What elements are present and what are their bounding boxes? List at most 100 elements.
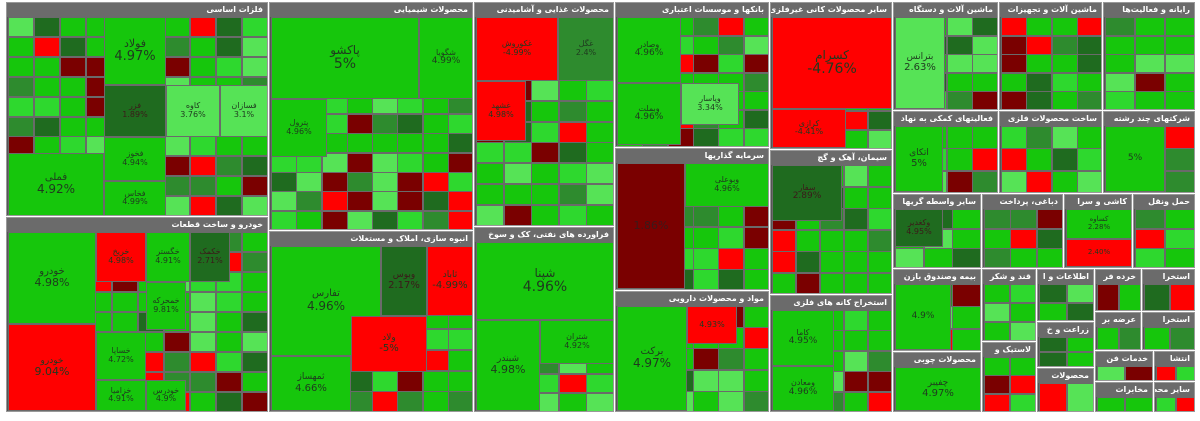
stock-tile[interactable] (1026, 35, 1053, 55)
stock-cell[interactable]: خگستر 4.91% (146, 232, 190, 282)
stock-tile[interactable] (242, 156, 267, 177)
stock-tile[interactable] (60, 116, 86, 137)
stock-tile[interactable] (1051, 54, 1078, 74)
stock-tile[interactable] (1169, 284, 1194, 310)
stock-tile[interactable] (531, 205, 560, 225)
stock-tile[interactable] (1036, 248, 1062, 267)
stock-tile[interactable] (1036, 228, 1062, 249)
stock-tile[interactable] (743, 109, 768, 129)
stock-tile[interactable] (296, 191, 323, 212)
stock-tile[interactable] (796, 229, 820, 252)
stock-tile[interactable] (718, 268, 745, 289)
sector-5[interactable]: ماشین آلات و دستگاه بترانس 2.63% (893, 2, 998, 110)
stock-tile[interactable] (1076, 54, 1101, 74)
stock-tile[interactable] (868, 391, 891, 411)
stock-tile[interactable] (60, 76, 86, 97)
stock-tile[interactable] (868, 130, 891, 148)
stock-tile[interactable] (190, 17, 216, 37)
stock-cell[interactable]: شگویا 4.99% (419, 17, 472, 99)
stock-tile[interactable] (693, 205, 719, 228)
stock-tile[interactable] (216, 136, 242, 157)
stock-tile[interactable] (820, 251, 844, 273)
stock-tile[interactable] (8, 36, 34, 57)
stock-tile[interactable] (743, 369, 768, 392)
stock-tile[interactable] (8, 17, 34, 37)
stock-tile[interactable] (447, 113, 472, 134)
stock-cell[interactable]: غشهد 4.98% (476, 81, 526, 141)
stock-tile[interactable] (216, 392, 242, 411)
stock-tile[interactable] (34, 36, 60, 57)
stock-tile[interactable] (558, 121, 587, 143)
stock-tile[interactable] (1169, 327, 1194, 349)
stock-tile[interactable] (1165, 228, 1194, 249)
stock-tile[interactable] (216, 352, 242, 372)
stock-tile[interactable] (1010, 375, 1035, 395)
stock-tile[interactable] (1001, 148, 1027, 172)
stock-tile[interactable] (984, 357, 1010, 376)
stock-cell[interactable]: 1.86% (617, 163, 685, 289)
stock-tile[interactable] (946, 17, 973, 36)
stock-tile[interactable] (718, 369, 745, 392)
stock-tile[interactable] (1001, 91, 1027, 109)
stock-tile[interactable] (1144, 327, 1170, 349)
sector-22[interactable]: بیمه وصندوق بازن 4.9% (893, 269, 981, 351)
stock-tile[interactable] (844, 251, 868, 273)
stock-tile[interactable] (1039, 337, 1067, 352)
stock-tile[interactable] (586, 184, 613, 206)
stock-cell[interactable]: اتکای 5% (895, 126, 943, 192)
stock-tile[interactable] (216, 176, 242, 197)
sector-2[interactable]: محصولات غذایی و آشامیدنی غکوروش -4.99% غگل 2… (474, 2, 614, 226)
stock-tile[interactable] (271, 210, 297, 229)
stock-tile[interactable] (372, 370, 398, 392)
stock-tile[interactable] (476, 184, 504, 206)
stock-tile[interactable] (558, 374, 587, 394)
stock-tile[interactable] (190, 56, 216, 77)
stock-tile[interactable] (1175, 366, 1194, 380)
stock-tile[interactable] (164, 176, 190, 197)
stock-cell[interactable]: فزر 1.89% (104, 85, 166, 137)
sector-26[interactable]: خرده فر (1095, 269, 1141, 311)
stock-tile[interactable] (1051, 35, 1078, 55)
stock-tile[interactable] (743, 54, 768, 74)
stock-tile[interactable] (190, 156, 216, 177)
stock-tile[interactable] (772, 229, 796, 252)
stock-tile[interactable] (972, 54, 997, 74)
stock-tile[interactable] (503, 205, 532, 225)
stock-tile[interactable] (693, 128, 719, 146)
stock-tile[interactable] (1026, 91, 1053, 109)
stock-tile[interactable] (923, 248, 953, 267)
stock-cell[interactable]: ولاد -5% (351, 316, 427, 372)
stock-tile[interactable] (1165, 248, 1194, 267)
stock-cell[interactable]: پاکشو 5% (271, 17, 419, 99)
stock-tile[interactable] (868, 229, 891, 252)
stock-tile[interactable] (1001, 17, 1027, 36)
stock-tile[interactable] (242, 56, 267, 77)
stock-tile[interactable] (1001, 72, 1027, 92)
stock-tile[interactable] (164, 352, 190, 372)
stock-tile[interactable] (190, 36, 216, 57)
sector-7[interactable]: رایانه و فعالیت‌ها (1103, 2, 1195, 110)
stock-tile[interactable] (1039, 302, 1067, 320)
stock-tile[interactable] (1076, 170, 1101, 192)
stock-tile[interactable] (1135, 91, 1165, 109)
stock-tile[interactable] (1066, 352, 1093, 366)
stock-tile[interactable] (216, 156, 242, 177)
stock-tile[interactable] (271, 171, 297, 192)
stock-tile[interactable] (1076, 72, 1101, 92)
stock-tile[interactable] (743, 128, 768, 146)
stock-tile[interactable] (743, 348, 768, 371)
sector-11[interactable]: سرمایه گذاریها وبوعلی 4.96% 1.86% (615, 148, 769, 290)
stock-tile[interactable] (718, 128, 745, 146)
stock-tile[interactable] (346, 171, 373, 192)
stock-tile[interactable] (447, 210, 472, 229)
sector-34[interactable]: محصولات (1037, 368, 1094, 412)
stock-tile[interactable] (718, 17, 745, 36)
stock-tile[interactable] (422, 191, 449, 212)
stock-tile[interactable] (586, 205, 613, 225)
stock-tile[interactable] (1001, 35, 1027, 55)
stock-tile[interactable] (796, 251, 820, 273)
stock-tile[interactable] (952, 284, 980, 307)
stock-tile[interactable] (1026, 170, 1053, 192)
stock-tile[interactable] (1076, 126, 1101, 149)
stock-tile[interactable] (1010, 303, 1035, 322)
